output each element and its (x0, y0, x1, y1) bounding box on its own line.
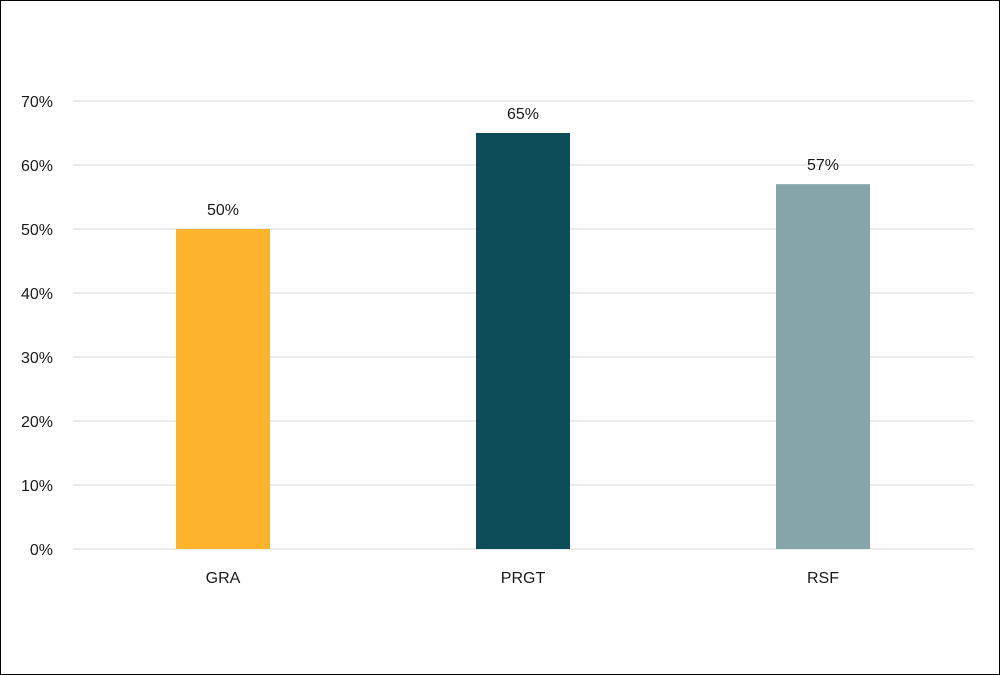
y-tick-label: 70% (21, 94, 53, 111)
category-label-gra: GRA (206, 570, 241, 587)
category-label-prgt: PRGT (501, 570, 546, 587)
y-tick-label: 60% (21, 158, 53, 175)
y-axis-tick-labels: 0% 10% 20% 30% 40% 50% 60% 70% (21, 94, 53, 559)
data-label-gra: 50% (207, 202, 239, 219)
data-label-rsf: 57% (807, 157, 839, 174)
bars (176, 133, 870, 549)
y-tick-label: 30% (21, 350, 53, 367)
y-tick-label: 40% (21, 286, 53, 303)
bar-rsf (776, 184, 870, 549)
y-tick-label: 10% (21, 478, 53, 495)
bar-prgt (476, 133, 570, 549)
data-label-prgt: 65% (507, 106, 539, 123)
y-tick-label: 0% (30, 542, 53, 559)
bar-gra (176, 229, 270, 549)
category-label-rsf: RSF (807, 570, 839, 587)
data-labels: 50% 65% 57% (207, 106, 839, 219)
y-tick-label: 20% (21, 414, 53, 431)
y-tick-label: 50% (21, 222, 53, 239)
x-axis-category-labels: GRA PRGT RSF (206, 570, 840, 587)
